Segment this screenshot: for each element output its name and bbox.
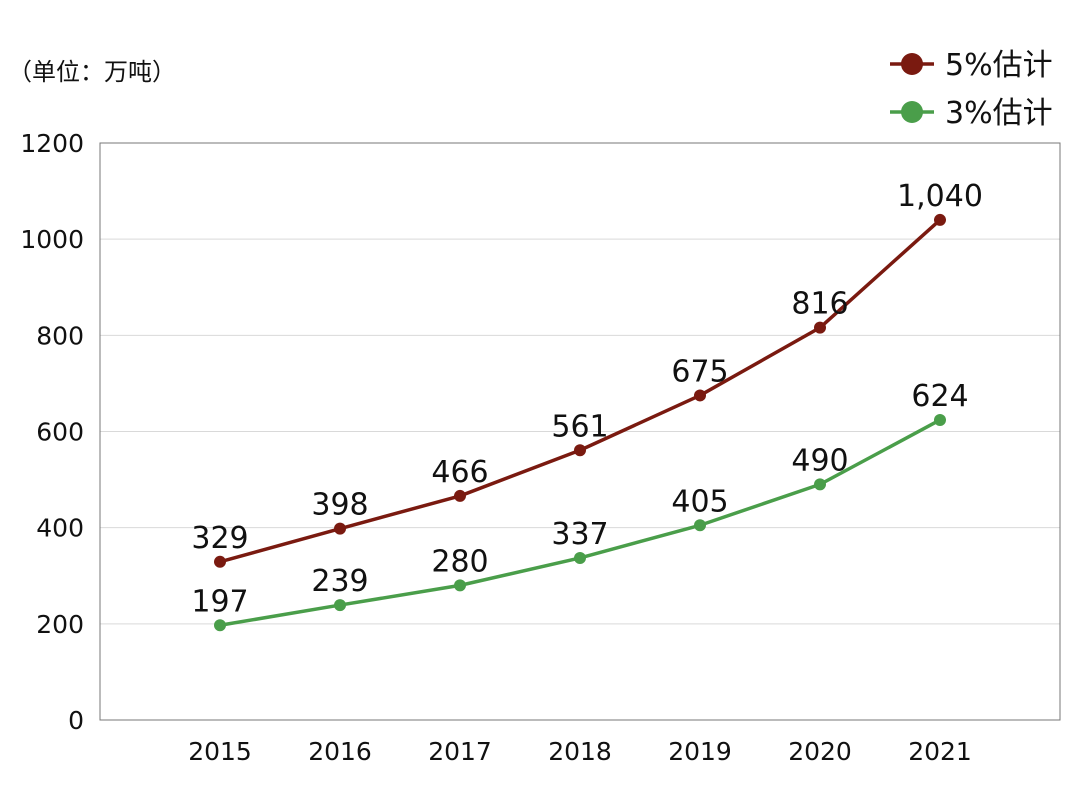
series-2: 197 239 280 337 405 490 624 <box>191 379 969 632</box>
y-tick-label: 600 <box>36 418 84 447</box>
legend-item: 3%估计 <box>890 96 1053 131</box>
data-label: 1,040 <box>897 179 983 214</box>
data-point <box>454 489 466 502</box>
y-tick-label: 800 <box>36 321 84 350</box>
data-point <box>694 519 706 532</box>
legend-item: 5%估计 <box>890 48 1053 83</box>
data-point <box>814 478 826 491</box>
data-point <box>574 551 586 564</box>
data-label: 329 <box>191 521 248 556</box>
y-tick-label: 400 <box>36 514 84 543</box>
y-tick-label: 1200 <box>20 129 84 158</box>
gridlines <box>100 238 1060 625</box>
legend: 5%估计 3%估计 <box>890 48 1053 131</box>
plot-frame <box>99 142 1061 721</box>
data-label: 816 <box>791 287 848 322</box>
y-tick-label: 0 <box>68 706 84 735</box>
data-point <box>214 555 226 568</box>
data-label: 197 <box>191 584 248 619</box>
data-point <box>334 522 346 535</box>
data-label: 280 <box>431 544 488 579</box>
series-layer: 329 398 466 561 675 816 1,040 197 239 280 337 405 49… <box>191 179 983 632</box>
data-label: 675 <box>671 354 728 389</box>
legend-marker <box>901 101 923 123</box>
legend-marker <box>901 53 923 75</box>
data-label: 624 <box>911 379 968 414</box>
data-point <box>334 599 346 612</box>
data-point <box>574 444 586 457</box>
x-tick-label: 2016 <box>308 737 372 766</box>
y-axis: 0 200 400 600 800 1000 1200 <box>20 129 84 735</box>
data-point <box>814 321 826 334</box>
data-label: 490 <box>791 443 848 478</box>
legend-label: 3%估计 <box>945 96 1053 131</box>
data-point <box>214 619 226 632</box>
data-label: 398 <box>311 488 368 523</box>
y-tick-label: 200 <box>36 610 84 639</box>
data-label: 466 <box>431 455 488 490</box>
unit-label: （单位：万吨） <box>8 58 176 86</box>
data-point <box>934 413 946 426</box>
x-tick-label: 2017 <box>428 737 492 766</box>
x-tick-label: 2018 <box>548 737 612 766</box>
x-tick-label: 2021 <box>908 737 972 766</box>
data-label: 561 <box>551 409 608 444</box>
x-tick-label: 2015 <box>188 737 252 766</box>
legend-label: 5%估计 <box>945 48 1053 83</box>
data-point <box>454 579 466 592</box>
data-label: 337 <box>551 517 608 552</box>
y-tick-label: 1000 <box>20 225 84 254</box>
data-point <box>694 389 706 402</box>
x-tick-label: 2020 <box>788 737 852 766</box>
x-tick-label: 2019 <box>668 737 732 766</box>
data-point <box>934 213 946 226</box>
data-label: 405 <box>671 484 728 519</box>
x-axis: 2015 2016 2017 2018 2019 2020 2021 <box>188 737 972 766</box>
data-label: 239 <box>311 564 368 599</box>
series-1: 329 398 466 561 675 816 1,040 <box>191 179 983 568</box>
